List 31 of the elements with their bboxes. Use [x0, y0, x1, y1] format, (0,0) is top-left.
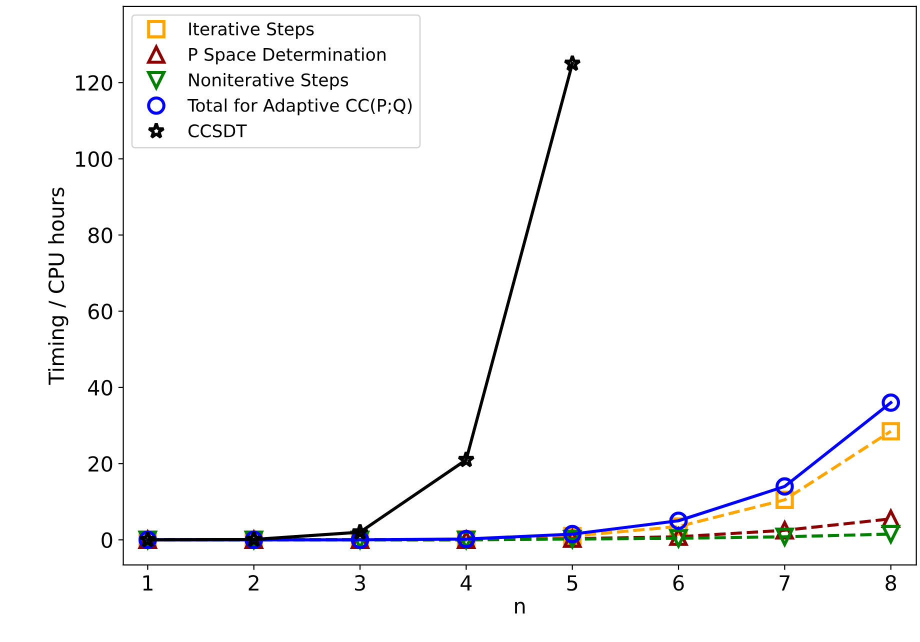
y-tick-label: 60	[88, 304, 112, 320]
x-tick-label: 7	[780, 575, 790, 591]
point	[457, 450, 475, 468]
legend-label: P Space Determination	[189, 48, 386, 64]
x-tick-label: 5	[567, 575, 578, 591]
x-tick-label: 6	[673, 575, 684, 591]
y-tick-label: 20	[88, 456, 112, 472]
point	[776, 528, 794, 546]
y-tick-label: 0	[102, 532, 112, 548]
y-axis-title: Timing / CPU hours	[48, 188, 68, 385]
point	[776, 477, 794, 496]
legend-label: CCSDT	[188, 124, 247, 138]
x-tick-label: 4	[460, 575, 472, 591]
legend-label: Noniterative Steps	[189, 73, 348, 90]
x-tick-label: 1	[143, 575, 152, 591]
legend-label: Total for Adaptive CC(P;Q)	[187, 98, 412, 116]
point	[351, 523, 369, 540]
x-tick-label: 3	[354, 575, 365, 591]
x-axis-title: n	[515, 602, 525, 614]
y-tick-label: 100	[76, 151, 112, 168]
legend-label: Iterative Steps	[189, 22, 314, 39]
point	[882, 393, 900, 412]
y-tick-label: 40	[88, 380, 112, 396]
y-tick-label: 120	[76, 75, 112, 91]
x-tick-label: 8	[886, 575, 896, 591]
point	[669, 512, 688, 530]
y-tick-label: 80	[88, 227, 112, 244]
point	[564, 54, 582, 72]
point	[882, 524, 900, 544]
point	[882, 422, 900, 440]
x-tick-label: 2	[248, 575, 258, 591]
